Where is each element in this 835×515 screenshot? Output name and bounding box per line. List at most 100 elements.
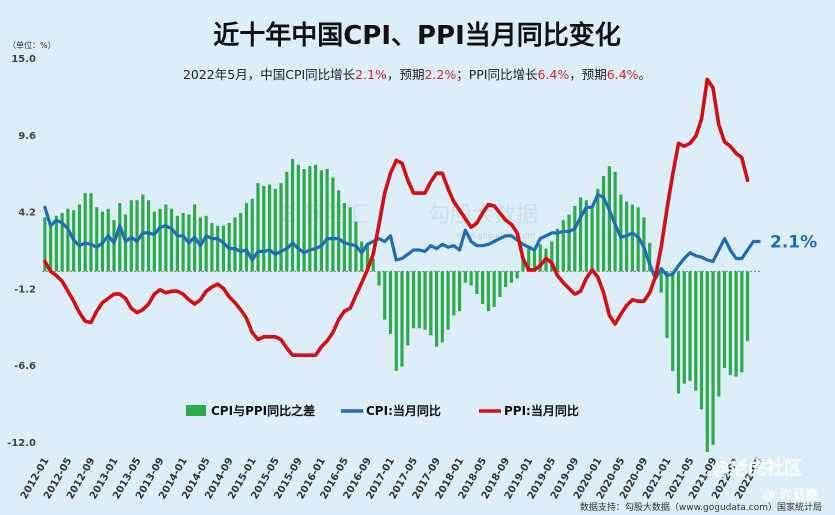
diff-bar [498, 271, 502, 297]
subtitle-part-2: ，预期 [387, 67, 425, 82]
legend-label: CPI:当月同比 [366, 403, 441, 418]
diff-bar [118, 203, 122, 272]
diff-bar [112, 220, 116, 272]
end-label-diff: -4.3% [770, 0, 824, 5]
credit-author: @ 许亚鑫 [762, 487, 819, 503]
diff-bar [377, 271, 381, 286]
chart-subtitle: 2022年5月，中国CPI同比增长2.1%，预期2.2%；PPI同比增长6.4%… [183, 67, 651, 82]
diff-bar [486, 271, 490, 312]
diff-bar [734, 271, 738, 377]
diff-bar [527, 248, 531, 272]
diff-bar [659, 271, 663, 293]
diff-bar [319, 170, 323, 272]
diff-bar [170, 208, 174, 272]
diff-bar [619, 194, 623, 272]
diff-bar [216, 225, 220, 272]
diff-bar [158, 208, 162, 272]
diff-bar [244, 203, 249, 272]
subtitle-part-4: ；PPI同比增长 [456, 67, 538, 82]
diff-bar [423, 271, 427, 330]
subtitle-part-8: 。 [639, 67, 652, 82]
diff-bar [429, 271, 433, 336]
data-source: 数据支持：勾股大数据（www.gogudata.com）国家统计局 [580, 501, 822, 513]
subtitle-part-0: 2022年5月，中国CPI同比增长 [183, 67, 356, 82]
diff-bar [567, 214, 571, 272]
diff-bar [285, 171, 289, 272]
diff-bar [89, 193, 93, 272]
diff-bar [573, 205, 577, 272]
diff-bar [596, 188, 600, 272]
diff-bar [607, 166, 611, 272]
diff-bar [164, 204, 168, 272]
diff-bar [446, 271, 450, 330]
diff-bar [239, 213, 243, 272]
subtitle-part-1: 2.1% [355, 67, 387, 82]
diff-bar [452, 271, 456, 316]
chart-title: 近十年中国CPI、PPI当月同比变化 [213, 20, 621, 51]
diff-bar [699, 271, 704, 410]
y-tick-label: 4.2 [18, 208, 36, 219]
diff-bar [348, 207, 352, 272]
diff-bar [602, 176, 606, 272]
diff-bar [325, 168, 329, 272]
diff-bar [538, 244, 542, 272]
end-labels: 6.4% 2.1% -4.3% [770, 0, 824, 252]
diff-bar [515, 271, 519, 279]
diff-bar [682, 271, 686, 384]
diff-bar [648, 242, 652, 272]
diff-bar [66, 208, 70, 272]
diff-bar [434, 271, 439, 347]
diff-bar [406, 271, 410, 346]
diff-bar [371, 258, 375, 272]
diff-bar [262, 186, 266, 272]
diff-bar [296, 164, 300, 272]
diff-bar [49, 225, 53, 272]
y-tick-label: 9.6 [18, 131, 36, 142]
diff-bar [590, 208, 594, 272]
diff-bar [106, 208, 110, 272]
diff-bar [60, 213, 64, 272]
diff-bar [676, 271, 681, 394]
cpi-line [43, 192, 761, 280]
diff-bar [152, 211, 156, 272]
diff-bar [740, 271, 744, 373]
diff-bar [481, 271, 485, 305]
diff-bar [146, 200, 151, 272]
end-label-ppi: 6.4% [770, 0, 817, 5]
diff-bar [308, 166, 312, 272]
diff-bar [717, 271, 721, 397]
diff-bar [671, 271, 675, 371]
diff-bar [314, 164, 318, 272]
diff-bar [250, 198, 254, 272]
diff-bar [728, 271, 732, 376]
diff-bar [204, 215, 208, 272]
diff-bar [175, 215, 179, 272]
diff-bar [279, 183, 283, 272]
diff-bar [135, 200, 139, 272]
diff-bar [43, 217, 47, 272]
diff-bar [290, 158, 295, 272]
diff-bar [705, 271, 709, 452]
diff-bar [181, 213, 185, 272]
legend: CPI与PPI同比之差 CPI:当月同比 PPI:当月同比 [186, 403, 579, 418]
diff-bar [711, 271, 715, 445]
diff-bar [273, 188, 277, 272]
diff-bar [578, 197, 583, 272]
diff-bar [337, 190, 341, 272]
diff-bar [267, 184, 272, 272]
diff-bar [630, 204, 634, 272]
watermark-brand-prefix: B 驾隆汇 [280, 203, 368, 228]
diff-bar [458, 271, 462, 312]
diff-bar [388, 271, 393, 334]
y-tick-label: -12.0 [7, 438, 36, 449]
diff-bar [383, 271, 387, 320]
legend-label: CPI与PPI同比之差 [211, 403, 315, 418]
subtitle-part-6: ，预期 [569, 67, 607, 82]
legend-label: PPI:当月同比 [504, 403, 579, 418]
diff-bar [221, 225, 226, 272]
diff-bar [532, 251, 537, 272]
subtitle-part-3: 2.2% [424, 67, 456, 82]
diff-bar [555, 228, 560, 272]
